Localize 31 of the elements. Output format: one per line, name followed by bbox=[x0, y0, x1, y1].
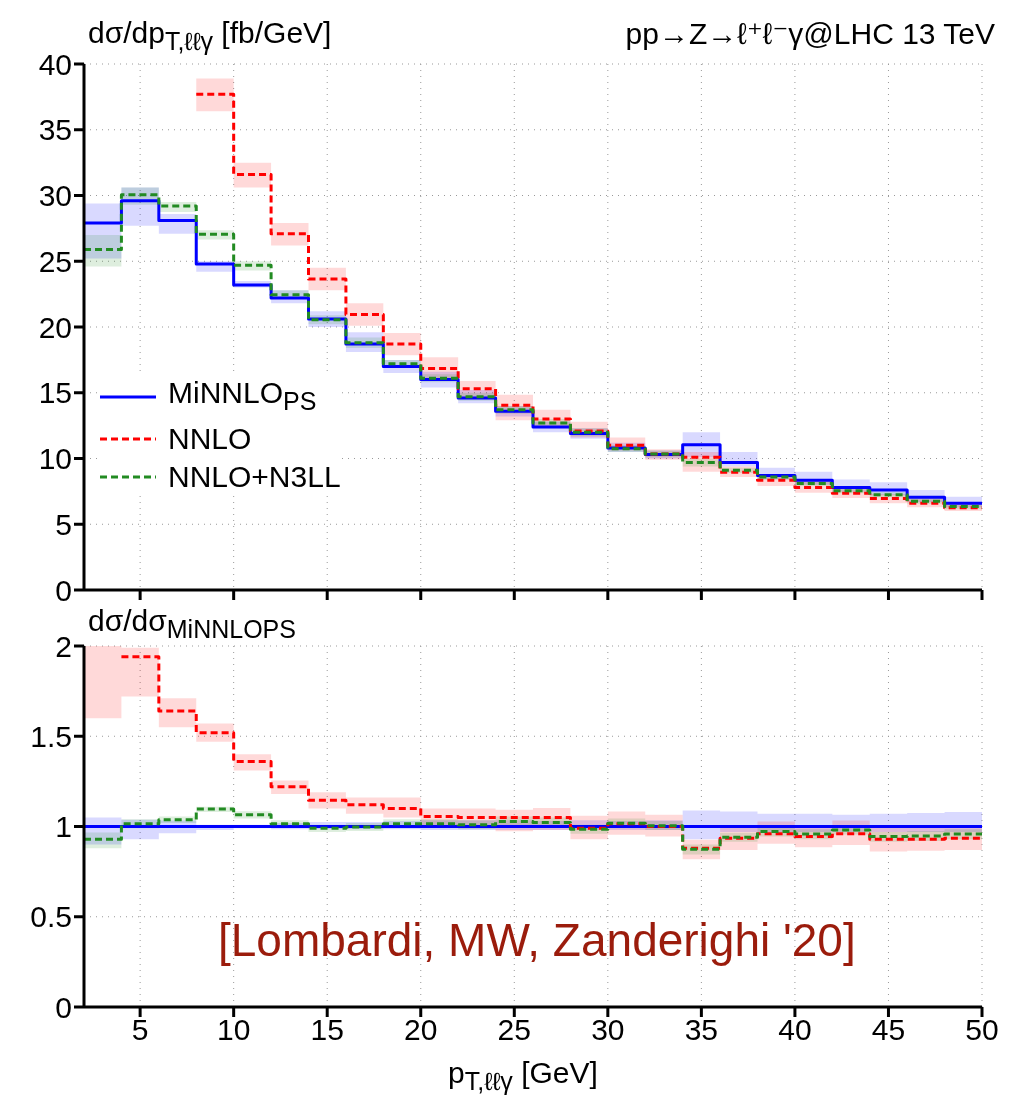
legend-label: NNLO+N3LL bbox=[168, 459, 341, 495]
y-tick-label: 25 bbox=[38, 244, 72, 278]
y-tick-label: 0 bbox=[55, 573, 72, 607]
x-tick-label: 40 bbox=[778, 1013, 812, 1047]
x-tick-label: 30 bbox=[591, 1013, 625, 1047]
x-tick-label: 45 bbox=[871, 1013, 906, 1047]
x-tick-label: 25 bbox=[497, 1013, 531, 1047]
y-tick-label: 0 bbox=[55, 990, 72, 1024]
y-tick-label: 20 bbox=[38, 310, 72, 344]
x-tick-label: 15 bbox=[310, 1013, 344, 1047]
y-tick-label: 15 bbox=[38, 376, 72, 410]
y-axis-title: dσ/dp$_{T,ℓℓγ}$ [fb/GeV] bbox=[88, 16, 332, 56]
x-tick-label: 10 bbox=[216, 1013, 251, 1047]
y-tick-label: 40 bbox=[38, 47, 72, 81]
chart-title: pp→Z→ℓ⁺ℓ⁻γ@LHC 13 TeV bbox=[625, 16, 995, 51]
y-tick-label: 10 bbox=[38, 442, 72, 476]
x-tick-label: 35 bbox=[684, 1013, 719, 1047]
x-tick-label: 5 bbox=[131, 1013, 149, 1047]
annotation: [Lombardi, MW, Zanderighi '20] bbox=[218, 913, 856, 967]
x-tick-label: 20 bbox=[404, 1013, 438, 1047]
legend-label: MiNNLO$_{PS}$ bbox=[168, 375, 317, 417]
legend-label: NNLO bbox=[168, 421, 252, 457]
x-axis-title: p$_{T,ℓℓγ}$ [GeV] bbox=[448, 1056, 598, 1096]
y-tick-label: 1 bbox=[55, 810, 72, 844]
y-tick-label: 30 bbox=[38, 179, 72, 213]
y-tick-label: 5 bbox=[55, 507, 72, 541]
y-tick-label: 0.5 bbox=[30, 900, 72, 934]
y-tick-label: 35 bbox=[38, 113, 72, 147]
x-tick-label: 50 bbox=[965, 1013, 999, 1047]
y-tick-label: 2 bbox=[55, 629, 72, 663]
y-tick-label: 1.5 bbox=[30, 719, 72, 753]
